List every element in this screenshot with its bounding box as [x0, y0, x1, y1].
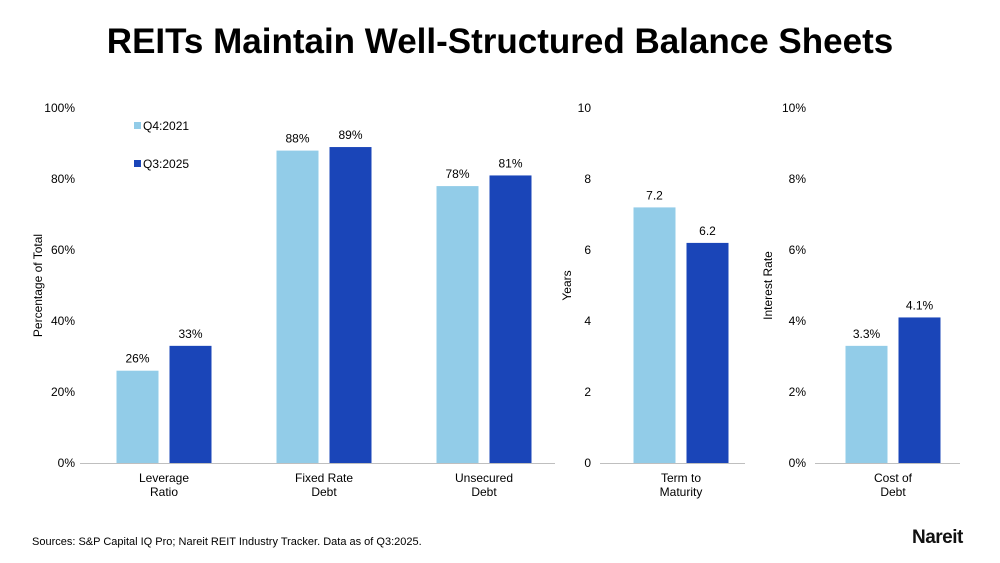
y-tick-label: 0: [584, 456, 591, 470]
category-label: Debt: [471, 485, 497, 499]
category-label: Ratio: [150, 485, 178, 499]
data-label: 7.2: [646, 188, 663, 202]
bar-Q4-2021: [436, 186, 479, 463]
nareit-logo: Nareit: [912, 527, 963, 548]
source-note: Sources: S&P Capital IQ Pro; Nareit REIT…: [32, 536, 422, 548]
bar-Q3-2025: [898, 317, 941, 463]
category-label: Term to: [661, 471, 701, 485]
y-axis-label: Years: [560, 270, 574, 300]
data-label: 26%: [125, 352, 149, 366]
y-tick-label: 8%: [789, 172, 807, 186]
bar-Q3-2025: [489, 175, 532, 463]
category-label: Debt: [880, 485, 906, 499]
y-axis-label: Interest Rate: [761, 251, 775, 320]
bar-Q4-2021: [845, 345, 888, 463]
legend-entry: Q4:2021: [143, 119, 189, 133]
bar-Q3-2025: [329, 147, 372, 464]
y-tick-label: 2%: [789, 385, 807, 399]
y-tick-label: 6: [584, 243, 591, 257]
y-axis-label: Percentage of Total: [31, 234, 45, 337]
legend-swatch: [134, 160, 141, 167]
y-tick-label: 20%: [51, 385, 75, 399]
y-tick-label: 8: [584, 172, 591, 186]
category-label: Unsecured: [455, 471, 513, 485]
category-label: Leverage: [139, 471, 189, 485]
category-label: Fixed Rate: [295, 471, 353, 485]
y-tick-label: 10: [578, 101, 592, 115]
bar-Q3-2025: [169, 345, 212, 463]
category-label: Maturity: [660, 485, 703, 499]
category-label: Debt: [311, 485, 337, 499]
data-label: 4.1%: [906, 298, 934, 312]
data-label: 78%: [445, 167, 469, 181]
page-title: REITs Maintain Well-Structured Balance S…: [106, 22, 894, 61]
category-label: Cost of: [874, 471, 913, 485]
y-tick-label: 4%: [789, 314, 807, 328]
data-label: 81%: [498, 156, 522, 170]
y-tick-label: 2: [584, 385, 591, 399]
legend-swatch: [134, 122, 141, 129]
bar-Q4-2021: [633, 207, 676, 463]
bar-Q3-2025: [686, 242, 729, 463]
y-tick-label: 10%: [782, 101, 806, 115]
bar-Q4-2021: [116, 370, 159, 463]
data-label: 89%: [338, 128, 362, 142]
y-tick-label: 40%: [51, 314, 75, 328]
y-tick-label: 100%: [44, 101, 75, 115]
y-tick-label: 60%: [51, 243, 75, 257]
legend-entry: Q3:2025: [143, 157, 189, 171]
data-label: 88%: [285, 132, 309, 146]
data-label: 6.2: [699, 224, 716, 238]
bar-Q4-2021: [276, 150, 319, 463]
data-label: 33%: [178, 327, 202, 341]
y-tick-label: 4: [584, 314, 591, 328]
y-tick-label: 0%: [58, 456, 76, 470]
data-label: 3.3%: [853, 327, 881, 341]
y-tick-label: 0%: [789, 456, 807, 470]
y-tick-label: 80%: [51, 172, 75, 186]
y-tick-label: 6%: [789, 243, 807, 257]
